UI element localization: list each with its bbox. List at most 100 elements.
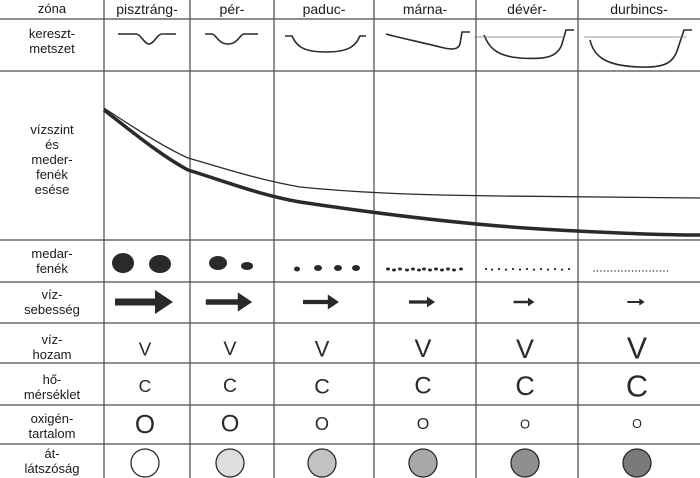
volume-symbol-per: V xyxy=(223,338,237,360)
bed-gravel-0 xyxy=(386,267,390,271)
bed-silt-10 xyxy=(628,270,630,272)
clarity-circle-paduc xyxy=(307,448,337,478)
row-label-temperature: hő- mérséklet xyxy=(23,372,81,402)
bed-sand-9 xyxy=(546,268,550,271)
bed-cobble-0 xyxy=(209,256,227,270)
clarity-circle-pisztrang xyxy=(130,448,160,478)
bed-sand-7 xyxy=(532,268,536,271)
temperature-symbol-durbincs: C xyxy=(626,369,648,404)
volume-symbol-dever: V xyxy=(516,334,534,364)
bed-gravel-11 xyxy=(452,268,456,272)
bed-silt-21 xyxy=(666,270,669,272)
bed-gravel-5 xyxy=(417,268,421,272)
oxygen-symbol-marna: O xyxy=(417,415,430,433)
bed-silt-0 xyxy=(593,270,595,272)
temperature-symbol-paduc: C xyxy=(314,374,330,399)
bed-sand-1 xyxy=(490,268,494,271)
bed-gravel-7 xyxy=(428,268,432,272)
flow-arrow-per xyxy=(205,292,253,312)
bed-silt-11 xyxy=(631,270,634,272)
cross-section-per xyxy=(205,33,258,45)
bed-pebble-1 xyxy=(314,265,322,271)
bed-silt-9 xyxy=(624,270,627,272)
cross-section-pisztrang xyxy=(118,33,176,45)
cross-section-paduc xyxy=(285,35,366,53)
volume-symbol-paduc: V xyxy=(315,337,330,362)
bed-gravel-2 xyxy=(398,267,402,271)
flow-arrow-paduc xyxy=(303,294,339,310)
bed-pebble-0 xyxy=(294,266,300,272)
row-label-bed: medar- fenék xyxy=(31,246,73,276)
bed-boulder-0 xyxy=(112,253,134,273)
row-label-volume: víz- hozam xyxy=(32,332,72,362)
water-surface-line xyxy=(103,107,700,199)
temperature-symbol-dever: C xyxy=(515,371,534,401)
bed-pebble-2 xyxy=(334,265,342,271)
temperature-symbol-pisztrang: C xyxy=(139,376,152,396)
cross-section-marna xyxy=(385,31,470,50)
zone-header-label: zóna xyxy=(37,1,67,16)
bed-gravel-8 xyxy=(434,267,438,271)
bed-gravel-4 xyxy=(411,267,415,271)
bed-sand-11 xyxy=(560,268,564,271)
bed-silt-20 xyxy=(663,270,665,272)
bed-silt-14 xyxy=(642,270,644,272)
zone-name-per: pér- xyxy=(219,1,245,17)
oxygen-symbol-dever: O xyxy=(520,417,530,432)
oxygen-symbol-pisztrang: O xyxy=(135,409,155,439)
temperature-symbol-per: C xyxy=(223,375,237,397)
bed-sand-3 xyxy=(504,268,508,271)
cross-section-dever xyxy=(483,29,574,60)
clarity-circle-per xyxy=(215,448,245,478)
volume-symbol-marna: V xyxy=(415,335,432,363)
clarity-circle-marna xyxy=(408,448,438,478)
bed-silt-4 xyxy=(607,270,609,272)
clarity-circle-dever xyxy=(510,448,540,478)
bed-silt-15 xyxy=(645,270,648,272)
row-label-cross-section: kereszt- metszet xyxy=(28,26,76,56)
row-label-flow: víz- sebesség xyxy=(24,287,80,317)
zone-name-durbincs: durbincs- xyxy=(610,1,668,17)
bed-sand-4 xyxy=(511,267,515,271)
bed-silt-7 xyxy=(617,270,620,272)
bed-silt-12 xyxy=(635,270,637,272)
bed-silt-13 xyxy=(638,270,641,272)
bed-silt-16 xyxy=(649,270,651,272)
oxygen-symbol-paduc: O xyxy=(315,414,329,434)
bed-sand-12 xyxy=(567,267,571,271)
flow-arrow-durbincs xyxy=(627,298,645,306)
riverbed-line xyxy=(102,108,700,237)
bed-silt-1 xyxy=(596,270,599,272)
bed-silt-5 xyxy=(610,270,613,272)
zone-name-dever: dévér- xyxy=(507,1,547,17)
clarity-circle-durbincs xyxy=(622,448,652,478)
bed-sand-2 xyxy=(497,267,501,271)
bed-sand-6 xyxy=(525,267,529,271)
bed-silt-6 xyxy=(614,270,616,272)
bed-cobble-1 xyxy=(241,262,253,270)
bed-sand-8 xyxy=(539,267,543,271)
row-label-oxygen: oxigén- tartalom xyxy=(28,411,76,441)
cross-section-durbincs xyxy=(589,29,692,68)
bed-gravel-1 xyxy=(392,268,396,272)
bed-pebble-3 xyxy=(352,265,360,271)
zone-name-pisztrang: pisztráng- xyxy=(116,1,178,17)
zone-name-paduc: paduc- xyxy=(302,1,346,17)
temperature-symbol-marna: C xyxy=(414,373,431,400)
row-label-slope: vízszint és meder- fenék esése xyxy=(30,122,74,197)
bed-silt-18 xyxy=(656,270,658,272)
bed-silt-3 xyxy=(603,270,606,272)
row-label-clarity: át- látszóság xyxy=(24,446,80,476)
bed-sand-0 xyxy=(484,267,488,271)
bed-silt-17 xyxy=(652,270,655,272)
flow-arrow-dever xyxy=(513,297,535,307)
bed-boulder-1 xyxy=(149,255,171,273)
bed-silt-19 xyxy=(659,270,662,272)
bed-gravel-12 xyxy=(459,267,463,271)
volume-symbol-pisztrang: V xyxy=(139,339,152,360)
bed-gravel-6 xyxy=(422,267,426,271)
bed-sand-5 xyxy=(518,268,522,271)
oxygen-symbol-per: O xyxy=(221,411,240,438)
